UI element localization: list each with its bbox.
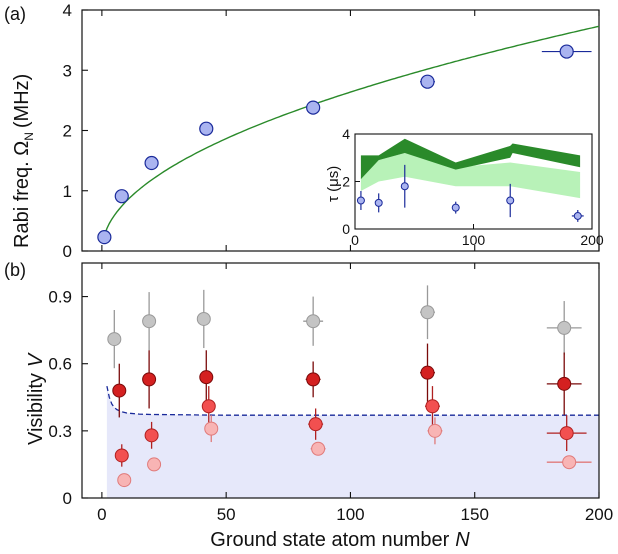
panel-a-ylabel-unit: (MHz) bbox=[11, 74, 33, 128]
inset-dark-band bbox=[360, 138, 581, 180]
inset-point-2 bbox=[400, 182, 409, 191]
panel-b-xtick-label-0: 0 bbox=[97, 505, 106, 524]
inset-ylabel: τ (μs) bbox=[325, 166, 342, 202]
inset-point-0 bbox=[356, 196, 365, 205]
inset-points bbox=[356, 164, 584, 222]
series-0-point-4 bbox=[420, 305, 435, 320]
panel-a-ylabel-main: Rabi freq. Ω bbox=[11, 141, 33, 248]
panel-b-shade bbox=[106, 386, 600, 498]
panel-b-xtick-label-2: 100 bbox=[336, 505, 364, 524]
series-1-point-1 bbox=[142, 372, 157, 387]
panel-a-ytick-label-1: 1 bbox=[63, 182, 72, 201]
panel-a-ylabel-sub: N bbox=[22, 132, 36, 141]
panel-b-ylabel: Visibility V bbox=[25, 352, 47, 445]
series-3-point-5 bbox=[562, 455, 577, 470]
panel-label-a: (a) bbox=[4, 4, 26, 24]
series-2-point-0 bbox=[114, 448, 129, 463]
series-2-point-5 bbox=[559, 426, 574, 441]
panel-a-point-5 bbox=[420, 74, 435, 89]
panel-b-y-axis: 0 0.3 0.6 0.9 bbox=[48, 288, 88, 508]
panel-a-point-1 bbox=[114, 189, 129, 204]
inset-xtick-label-2: 200 bbox=[580, 232, 604, 248]
panel-b-ylabel-var: V bbox=[25, 352, 47, 367]
inset-xtick-label-0: 0 bbox=[351, 232, 359, 248]
series-0-point-1 bbox=[142, 314, 157, 329]
panel-a-point-3 bbox=[199, 121, 214, 136]
series-1-point-3 bbox=[306, 372, 321, 387]
series-1-point-5 bbox=[557, 376, 572, 391]
panel-a-fit bbox=[103, 25, 600, 236]
panel-a-ytick-label-3: 3 bbox=[63, 61, 72, 80]
inset-ytick-label-2: 4 bbox=[342, 126, 350, 142]
series-0-point-5 bbox=[557, 320, 572, 335]
inset-xtick-label-1: 100 bbox=[462, 232, 486, 248]
panel-b-frame bbox=[81, 262, 600, 499]
series-0-point-3 bbox=[306, 314, 321, 329]
panel-b-xtick-label-1: 50 bbox=[217, 505, 236, 524]
series-2-point-1 bbox=[144, 428, 159, 443]
series-1-point-0 bbox=[112, 383, 127, 398]
inset-point-1 bbox=[374, 198, 383, 207]
series-3-point-1 bbox=[147, 457, 162, 472]
panel-b-xlabel-var: N bbox=[455, 529, 470, 551]
panel-a-chart: 0 1 2 3 4 Rabi freq. ΩN (MHz) 0 2 4 0 100 200 τ (μ… bbox=[11, 1, 604, 261]
series-1-point-2 bbox=[199, 370, 214, 385]
panel-b-ytick-label-0: 0 bbox=[63, 489, 72, 508]
panel-a-ytick-label-4: 4 bbox=[63, 1, 72, 20]
series-3-point-0 bbox=[117, 473, 132, 488]
inset-light-band bbox=[360, 153, 581, 199]
series-3-point-4 bbox=[427, 423, 442, 438]
inset-bands bbox=[360, 138, 581, 199]
panel-a-ytick-label-0: 0 bbox=[63, 242, 72, 261]
series-2-point-4 bbox=[425, 399, 440, 414]
panel-b-xlabel: Ground state atom number N bbox=[210, 529, 470, 551]
panel-b-ytick-label-3: 0.9 bbox=[48, 288, 72, 307]
inset-chart: 0 2 4 0 100 200 τ (μs) bbox=[325, 126, 604, 248]
panel-a-point-0 bbox=[97, 230, 112, 245]
panel-a-ytick-label-2: 2 bbox=[63, 122, 72, 141]
panel-a-y-axis: 0 1 2 3 4 bbox=[63, 1, 600, 261]
panel-label-b: (b) bbox=[4, 260, 26, 280]
panel-b-ytick-label-2: 0.6 bbox=[48, 355, 72, 374]
panel-b-points bbox=[107, 285, 592, 488]
series-2-point-3 bbox=[308, 417, 323, 432]
panel-b-x-axis: 0 50 100 150 200 bbox=[97, 263, 613, 524]
series-0-point-0 bbox=[107, 332, 122, 347]
inset-point-5 bbox=[573, 211, 582, 220]
panel-b-xlabel-main: Ground state atom number bbox=[210, 529, 449, 551]
panel-b-chart: 0 0.3 0.6 0.9 0 50 100 150 200 Visibility V Grou… bbox=[25, 262, 613, 551]
series-0-point-2 bbox=[196, 311, 211, 326]
panel-b-ylabel-main: Visibility bbox=[25, 373, 47, 445]
panel-a-point-4 bbox=[306, 100, 321, 115]
panel-a-points bbox=[97, 44, 592, 245]
series-3-point-2 bbox=[204, 421, 219, 436]
panel-b-xtick-label-3: 150 bbox=[461, 505, 489, 524]
inset-axes: 0 2 4 0 100 200 bbox=[342, 126, 604, 248]
series-3-point-3 bbox=[311, 441, 326, 456]
panel-b-dashed-curve bbox=[106, 385, 599, 416]
panel-a-point-2 bbox=[144, 155, 159, 171]
inset-point-4 bbox=[506, 196, 515, 205]
panel-a-point-6 bbox=[559, 44, 574, 59]
inset-ytick-label-1: 2 bbox=[342, 174, 350, 190]
panel-b-shade-area bbox=[106, 386, 600, 498]
panel-b-xtick-label-4: 200 bbox=[585, 505, 613, 524]
inset-ytick-label-0: 0 bbox=[342, 221, 350, 237]
panel-a-ylabel: Rabi freq. ΩN (MHz) bbox=[11, 74, 36, 248]
series-1-point-4 bbox=[420, 365, 435, 380]
inset-point-3 bbox=[451, 203, 460, 212]
series-2-point-2 bbox=[201, 399, 216, 414]
panel-b-ytick-label-1: 0.3 bbox=[48, 422, 72, 441]
panel-a-fit-curve bbox=[103, 25, 600, 236]
panel-b-dashed-line bbox=[106, 385, 599, 416]
